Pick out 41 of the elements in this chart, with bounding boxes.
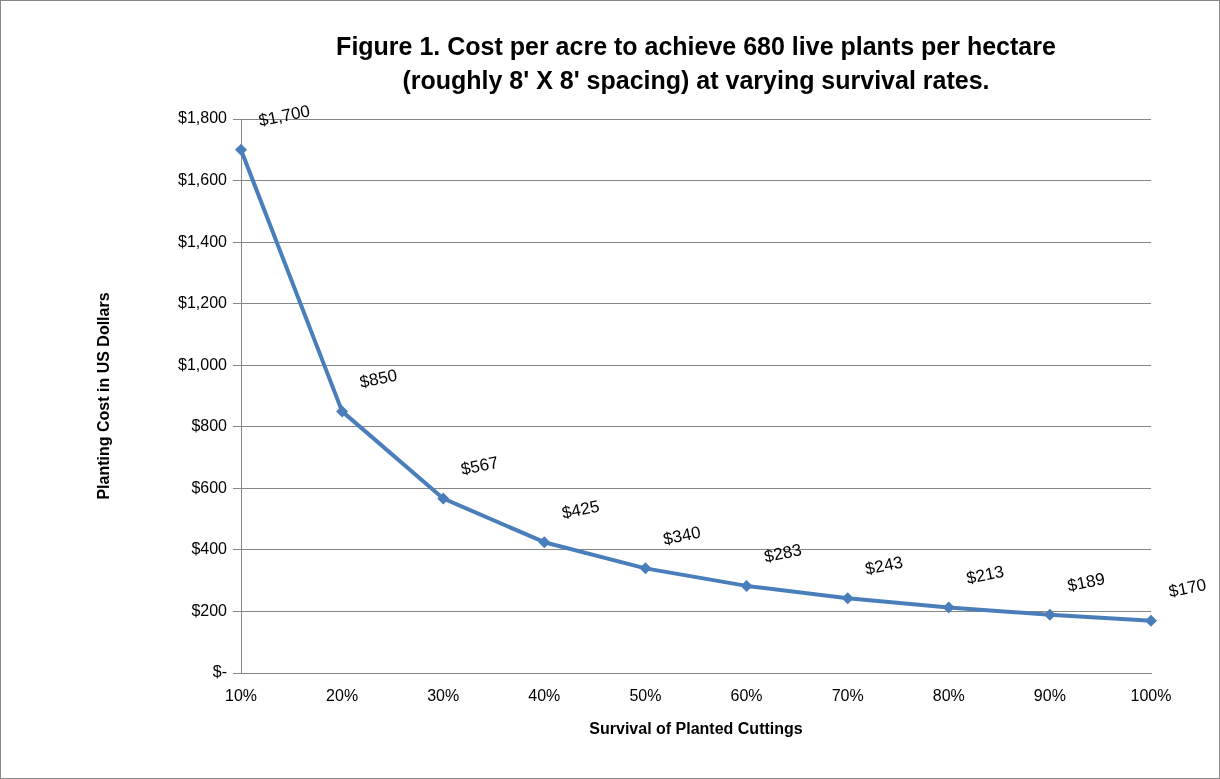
x-tick-label: 40%	[528, 687, 561, 705]
y-tick-label: $200	[191, 601, 228, 619]
x-tick-label: 10%	[224, 687, 258, 705]
point	[235, 143, 247, 156]
y-tick-label: $-	[212, 663, 227, 681]
data-label: $850	[358, 365, 399, 392]
point	[639, 562, 652, 575]
y-tick-label: $1,800	[178, 109, 228, 127]
y-tick-label: $1,600	[178, 170, 228, 188]
x-tick-label: 50%	[629, 687, 662, 705]
chart-title: Figure 1. Cost per acre to achieve 680 live plants per hectare (roughly 8' X 8' spacing) at varying survival rates.	[335, 31, 1057, 96]
point	[1145, 614, 1157, 627]
point	[336, 405, 349, 418]
y-tick-label: $1,200	[178, 294, 228, 312]
data-label: $189	[1065, 569, 1107, 596]
data-label: $567	[459, 452, 501, 479]
y-axis-title: Planting Cost in US Dollars	[95, 292, 113, 500]
data-label: $425	[560, 496, 602, 523]
y-tick-label: $1,000	[178, 355, 228, 373]
y-tick-label: $1,400	[178, 232, 228, 250]
x-tick-label: 90%	[1033, 687, 1066, 705]
point	[841, 592, 854, 605]
data-label: $283	[762, 540, 804, 567]
x-tick-label: 70%	[831, 687, 864, 705]
data-label: $213	[964, 561, 1006, 588]
x-tick-label: 20%	[326, 687, 359, 705]
y-tick-label: $600	[191, 478, 228, 496]
data-label: $1,700	[256, 101, 312, 131]
data-label: $340	[661, 522, 703, 549]
data-label: $170	[1166, 575, 1208, 602]
x-tick-label: 80%	[932, 687, 965, 705]
x-axis-title: Survival of Planted Cuttings	[589, 719, 803, 737]
x-tick-label: 100%	[1130, 687, 1172, 705]
point	[740, 579, 753, 592]
x-tick-label: 30%	[427, 687, 460, 705]
y-tick-label: $800	[191, 417, 228, 435]
x-tick-label: 60%	[730, 687, 763, 705]
data-label: $243	[863, 552, 905, 579]
point	[437, 492, 450, 505]
y-tick-label: $400	[191, 540, 228, 558]
point	[538, 536, 551, 549]
